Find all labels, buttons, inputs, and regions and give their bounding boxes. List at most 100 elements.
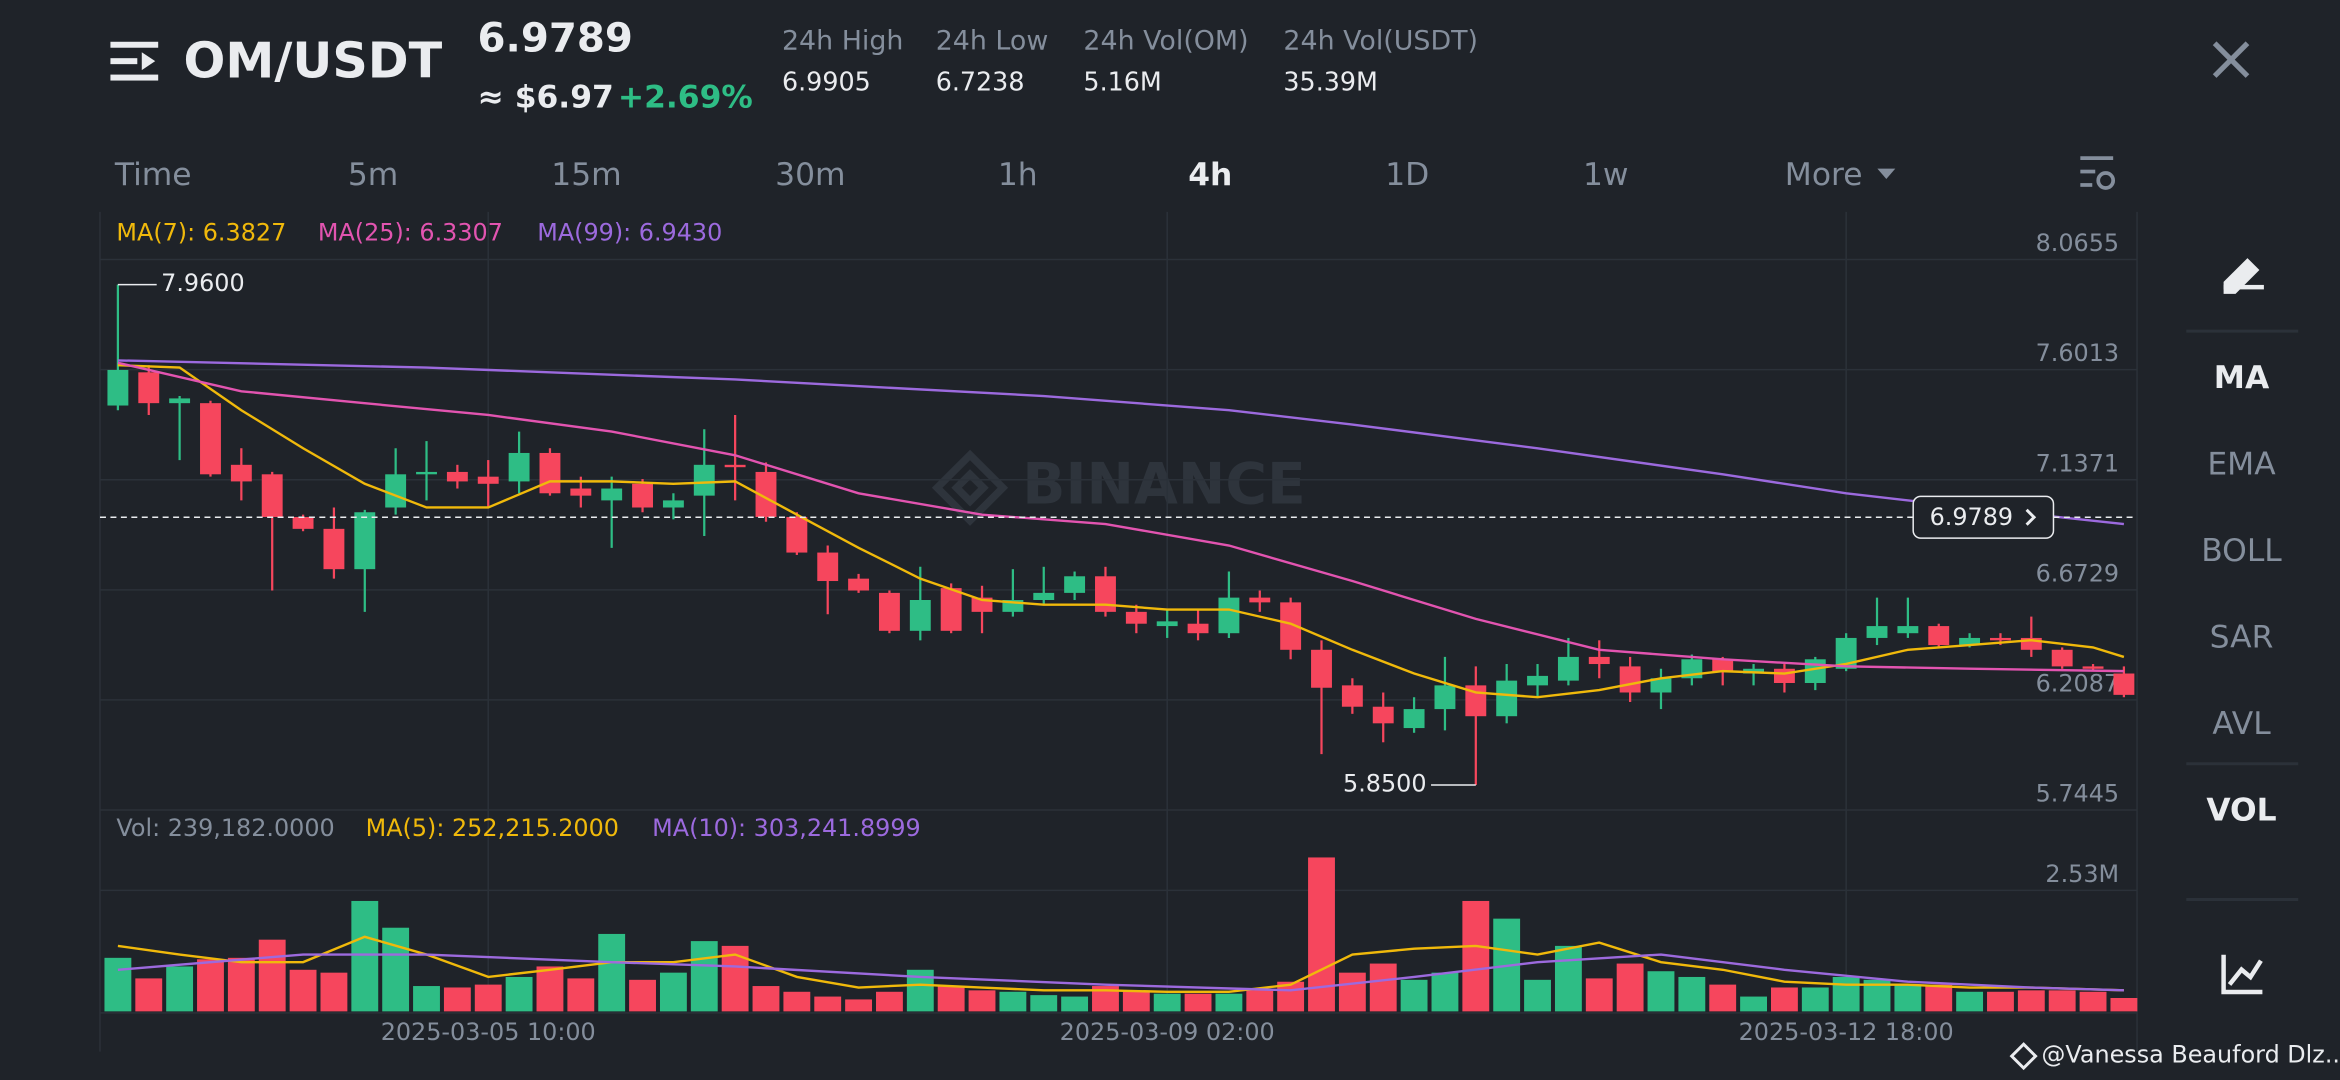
candle-body <box>878 592 900 631</box>
candle-body <box>1156 621 1178 627</box>
interval-tab[interactable]: More <box>1785 157 1863 193</box>
volume-bar <box>2048 990 2076 1012</box>
volume-bar <box>1956 991 1984 1012</box>
candle-body <box>1095 576 1116 612</box>
ma-legend: MA(7): 6.3827 <box>116 219 286 247</box>
volume-bar <box>382 927 410 1012</box>
last-price-tag[interactable] <box>1912 495 2055 539</box>
low-marker-label: 5.8500 <box>1343 769 1427 797</box>
draw-tool-icon[interactable] <box>2223 258 2264 294</box>
volume-bar <box>351 900 379 1012</box>
volume-legend: Vol: 239,182.0000 <box>116 814 334 842</box>
volume-bar <box>690 941 718 1012</box>
interval-tab[interactable]: 4h <box>1188 157 1232 193</box>
indicator-button[interactable]: VOL <box>2206 792 2276 828</box>
volume-bar <box>104 957 132 1012</box>
interval-tab[interactable]: 1h <box>998 157 1038 193</box>
volume-bar <box>1524 979 1551 1012</box>
interval-tab[interactable]: 30m <box>775 157 845 193</box>
stat-label: 24h Vol(USDT) <box>1283 25 1478 56</box>
candle-body <box>539 452 561 494</box>
volume-bar <box>659 972 687 1012</box>
volume-bar <box>968 990 996 1012</box>
candle-body <box>2082 666 2104 669</box>
volume-bar <box>783 991 811 1012</box>
volume-bar <box>1894 984 1922 1012</box>
interval-tab[interactable]: 5m <box>348 157 398 193</box>
volume-tick-label: 2.53M <box>2045 860 2119 888</box>
footer-credit: @Vanessa Beauford Dlz... <box>2042 1041 2340 1069</box>
volume-bar <box>536 966 564 1012</box>
chart-tool-icon[interactable] <box>2221 954 2263 995</box>
candle-body <box>1002 599 1024 612</box>
indicator-button[interactable]: BOLL <box>2201 533 2282 569</box>
candle-body <box>1588 656 1610 665</box>
candle-body <box>570 488 592 496</box>
volume-bar <box>474 984 502 1012</box>
candle-body <box>354 512 376 570</box>
footer-logo <box>2009 1042 2038 1071</box>
stat-value: 6.7238 <box>936 67 1025 97</box>
volume-bar <box>1184 993 1212 1012</box>
pair: OM/USDT <box>184 32 443 90</box>
volume-bar <box>1153 993 1181 1012</box>
candle-body <box>292 516 314 529</box>
volume-bar <box>1431 972 1459 1012</box>
stat-value: 35.39M <box>1283 67 1378 97</box>
candle-body <box>2051 649 2073 667</box>
candle-body <box>1280 602 1302 650</box>
x-tick-label: 2025-03-09 02:00 <box>1060 1018 1275 1046</box>
volume-bar <box>814 996 842 1012</box>
volume-bar <box>1616 963 1644 1012</box>
y-tick-label: 7.1371 <box>2036 449 2120 477</box>
volume-bar <box>1740 996 1767 1012</box>
volume-bar <box>1338 972 1366 1012</box>
candle-body <box>1835 637 1857 669</box>
indicator-button[interactable]: SAR <box>2210 619 2274 655</box>
candle-body <box>385 474 407 508</box>
close-button[interactable] <box>2212 41 2250 78</box>
candle-body <box>446 471 468 482</box>
candle-body <box>1033 592 1055 600</box>
watermark: BINANCE <box>1022 451 1305 517</box>
candle-body <box>1125 611 1147 624</box>
watermark-logo <box>931 449 1009 526</box>
candle-body <box>138 372 160 404</box>
volume-bar <box>937 986 965 1012</box>
candle-body <box>662 500 684 508</box>
candle-body <box>1619 666 1641 693</box>
volume-bar <box>1554 945 1582 1012</box>
menu-icon[interactable] <box>110 41 159 81</box>
indicator-button[interactable]: MA <box>2214 360 2270 396</box>
candle-body <box>1064 576 1086 593</box>
y-tick-label: 8.0655 <box>2036 229 2120 257</box>
ma-line <box>117 363 2125 699</box>
volume-bar <box>2079 991 2107 1012</box>
y-tick-label: 6.2087 <box>2036 669 2120 697</box>
volume-bar <box>999 991 1027 1012</box>
settings-icon[interactable] <box>2080 156 2116 190</box>
volume-bar <box>1061 996 1089 1012</box>
volume-bar <box>1462 900 1490 1012</box>
interval-tab[interactable]: Time <box>114 157 192 193</box>
volume-bar <box>1585 978 1613 1012</box>
interval-tab[interactable]: 15m <box>551 157 621 193</box>
candle-body <box>1496 680 1518 717</box>
candle-body <box>508 452 530 482</box>
volume-bar <box>1801 987 1829 1012</box>
candle-body <box>1928 626 1950 646</box>
candle-body <box>416 471 437 475</box>
interval-tab[interactable]: 1D <box>1385 157 1429 193</box>
candle-body <box>724 464 746 468</box>
ma-legend: MA(25): 6.3307 <box>318 219 503 247</box>
indicator-button[interactable]: AVL <box>2212 706 2271 742</box>
interval-tab[interactable]: 1w <box>1583 157 1629 193</box>
candle-body <box>107 369 129 406</box>
ma-line <box>117 361 2124 673</box>
indicator-button[interactable]: EMA <box>2207 446 2276 482</box>
volume-bar <box>1678 976 1706 1012</box>
candle-body <box>169 398 191 404</box>
